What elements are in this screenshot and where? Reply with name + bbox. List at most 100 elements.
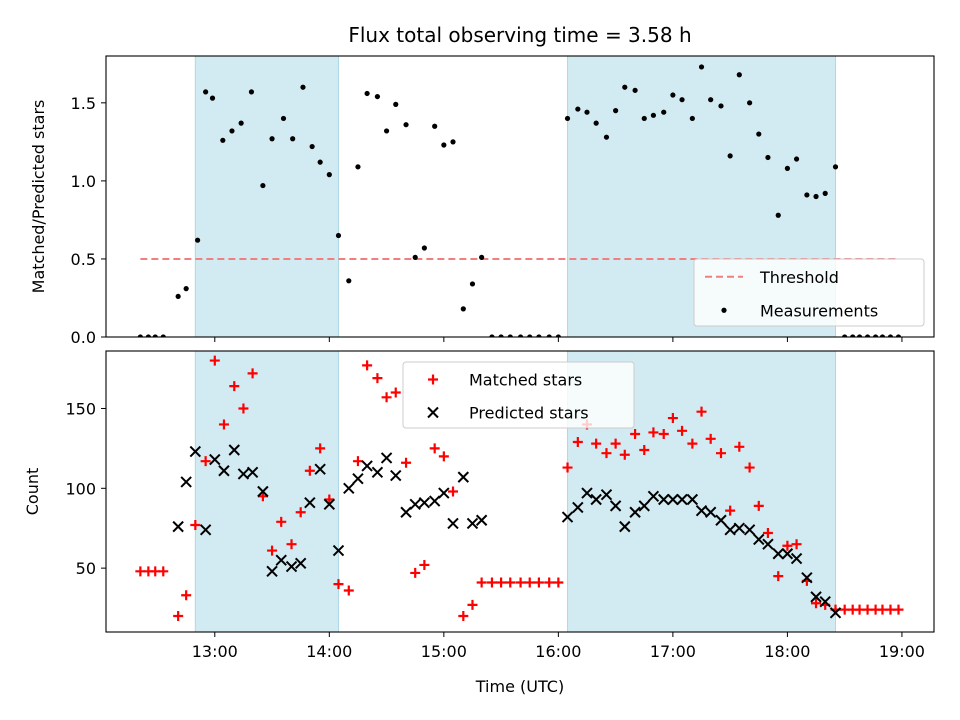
y-tick-label: 0.0	[71, 328, 96, 347]
data-point	[371, 466, 384, 479]
data-point	[324, 494, 335, 505]
y-axis-label: Count	[23, 468, 42, 516]
data-point	[842, 334, 848, 337]
y-tick-label: 1.5	[71, 94, 96, 113]
y-axis-label: Matched/Predicted stars	[29, 100, 48, 294]
data-point	[544, 577, 555, 588]
legend-box	[402, 361, 635, 429]
data-point	[762, 538, 774, 550]
data-point	[393, 101, 399, 107]
data-point	[421, 245, 427, 251]
legend: Threshold Measurements	[693, 258, 925, 327]
data-point	[409, 498, 421, 510]
data-point	[383, 128, 390, 134]
data-point	[630, 429, 641, 440]
data-point	[343, 482, 355, 495]
data-point	[195, 237, 201, 243]
data-point	[734, 441, 745, 452]
data-point	[152, 334, 158, 337]
data-point	[801, 572, 813, 584]
data-point	[410, 567, 421, 578]
data-point	[791, 539, 802, 550]
data-point	[572, 501, 584, 514]
data-point	[260, 182, 266, 189]
data-point	[362, 360, 373, 371]
x-tick-label: 16:00	[535, 642, 581, 661]
data-point	[561, 511, 574, 523]
data-point	[810, 591, 822, 603]
data-point	[218, 419, 229, 430]
data-point	[175, 293, 181, 300]
data-point	[450, 139, 456, 145]
data-point	[333, 579, 344, 590]
data-point	[584, 109, 590, 115]
data-point	[553, 577, 564, 588]
data-point	[661, 109, 667, 115]
data-point	[314, 463, 326, 475]
data-point	[609, 500, 622, 512]
data-point	[590, 493, 602, 506]
data-point	[822, 190, 828, 196]
legend-label: Threshold	[759, 268, 839, 287]
data-point	[536, 334, 542, 337]
x-axis-label: Time (UTC)	[475, 677, 564, 696]
data-point	[708, 97, 714, 103]
data-point	[403, 122, 409, 128]
data-point	[893, 604, 904, 615]
data-point	[343, 585, 354, 596]
data-point	[793, 156, 800, 162]
data-point	[355, 164, 361, 170]
data-point	[811, 598, 822, 609]
data-point	[725, 505, 736, 516]
data-point	[228, 444, 240, 456]
y-tick-label: 50	[76, 559, 96, 578]
data-point	[400, 506, 412, 518]
axes-frame	[105, 55, 935, 338]
data-point	[670, 92, 676, 98]
data-point	[527, 334, 533, 337]
data-point	[832, 164, 839, 170]
data-point	[629, 506, 641, 518]
data-point	[705, 433, 716, 444]
data-point	[374, 93, 381, 100]
data-point	[467, 599, 478, 610]
data-point	[782, 540, 793, 551]
data-point	[183, 286, 189, 292]
data-point	[562, 462, 573, 473]
data-point	[572, 437, 583, 448]
data-point	[804, 192, 810, 198]
data-point	[237, 468, 250, 480]
data-point	[346, 278, 352, 284]
data-point	[294, 557, 307, 570]
data-point	[173, 611, 184, 622]
data-point	[581, 487, 593, 499]
data-point	[238, 403, 249, 414]
data-point	[887, 334, 894, 337]
data-point	[879, 334, 886, 337]
data-point	[784, 165, 791, 171]
data-point	[218, 465, 230, 477]
data-point	[448, 486, 459, 497]
data-point	[332, 544, 345, 557]
data-point	[172, 520, 184, 533]
y-tick-label: 0.5	[71, 250, 96, 269]
data-point	[695, 504, 708, 517]
data-point	[257, 491, 268, 502]
data-point	[564, 115, 571, 122]
data-point	[593, 120, 599, 126]
legend-marker	[721, 307, 727, 313]
data-point	[247, 368, 258, 379]
data-point	[772, 548, 784, 560]
data-point	[412, 254, 418, 260]
count-panel: 13:00 14:00 15:00 16:00 17:00 18:00 19:00 50 100…	[23, 350, 935, 661]
data-point	[266, 565, 278, 578]
data-point	[715, 448, 726, 459]
data-point	[753, 500, 764, 511]
data-point	[200, 456, 211, 467]
data-point	[203, 89, 209, 95]
data-point	[181, 590, 192, 601]
data-point	[619, 520, 631, 533]
data-point	[610, 438, 621, 449]
data-point	[639, 444, 650, 455]
ratio-panel: 0.0 0.5 1.0 1.5 Matched/Predicted stars Thres…	[29, 55, 935, 347]
